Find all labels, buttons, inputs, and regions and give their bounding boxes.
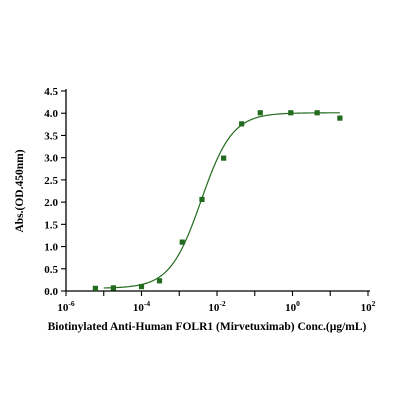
data-point: [314, 110, 320, 116]
data-point: [156, 278, 163, 284]
y-tick-label: 4.0: [44, 108, 58, 120]
fit-curve: [103, 112, 340, 289]
y-tick-label: 4.5: [44, 86, 58, 98]
x-tick-label: 100: [285, 299, 300, 314]
data-point: [288, 110, 294, 116]
data-point: [337, 115, 343, 121]
data-point: [110, 285, 116, 291]
y-tick-label: 0.0: [44, 286, 58, 298]
x-tick-label: 10-6: [57, 299, 74, 314]
x-axis: 10-6 10-4 10-2 100 102: [57, 290, 376, 314]
data-point: [221, 155, 227, 161]
data-point: [257, 110, 263, 116]
x-tick-label: 10-2: [208, 299, 225, 314]
data-points: [92, 110, 343, 291]
x-axis-title: Biotinylated Anti-Human FOLR1 (Mirvetuxi…: [48, 321, 367, 333]
data-point: [92, 285, 98, 291]
data-point: [179, 239, 185, 245]
y-tick-label: 1.0: [44, 242, 58, 254]
x-tick-label: 10-4: [133, 299, 150, 314]
y-tick-label: 0.5: [44, 264, 58, 276]
data-point: [138, 283, 145, 290]
y-tick-label: 3.0: [44, 153, 58, 165]
y-tick-label: 2.5: [44, 175, 58, 187]
y-tick-label: 2.0: [44, 197, 58, 209]
y-axis: 0.0 0.5 1.0 1.5 2.0 2.5 3.0 3.5 4.0 4.5: [44, 86, 67, 298]
y-tick-label: 3.5: [44, 130, 58, 142]
x-tick-label: 102: [361, 299, 376, 314]
y-axis-title: Abs.(OD.450nm): [14, 149, 26, 232]
data-point: [199, 196, 205, 203]
y-tick-label: 1.5: [44, 219, 58, 231]
data-point: [239, 121, 245, 127]
